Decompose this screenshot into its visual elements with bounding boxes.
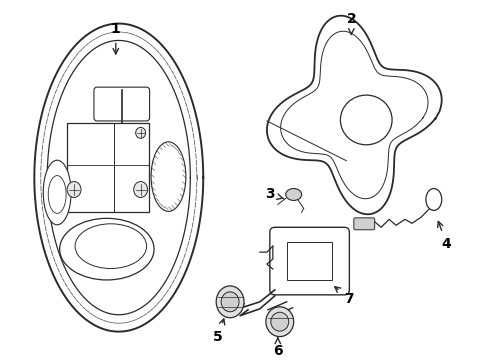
FancyBboxPatch shape — [354, 218, 375, 230]
Text: 4: 4 — [442, 237, 452, 251]
Text: 5: 5 — [213, 330, 223, 343]
Ellipse shape — [216, 286, 244, 318]
Ellipse shape — [48, 176, 66, 213]
Text: 3: 3 — [265, 188, 275, 202]
Bar — [287, 242, 332, 280]
Ellipse shape — [286, 189, 302, 201]
Ellipse shape — [136, 127, 146, 138]
Text: 1: 1 — [111, 22, 121, 36]
Ellipse shape — [221, 292, 239, 312]
Ellipse shape — [341, 95, 392, 145]
FancyBboxPatch shape — [94, 87, 149, 121]
Ellipse shape — [67, 181, 81, 198]
FancyBboxPatch shape — [270, 227, 349, 295]
Ellipse shape — [75, 224, 147, 269]
Ellipse shape — [271, 312, 289, 331]
Ellipse shape — [134, 181, 147, 198]
Ellipse shape — [151, 142, 186, 211]
Ellipse shape — [43, 160, 71, 225]
Ellipse shape — [266, 307, 294, 337]
Text: 2: 2 — [346, 12, 356, 26]
Ellipse shape — [60, 218, 154, 280]
Bar — [67, 123, 148, 212]
Text: 6: 6 — [273, 343, 283, 357]
Text: 7: 7 — [344, 292, 354, 306]
Ellipse shape — [426, 189, 442, 210]
